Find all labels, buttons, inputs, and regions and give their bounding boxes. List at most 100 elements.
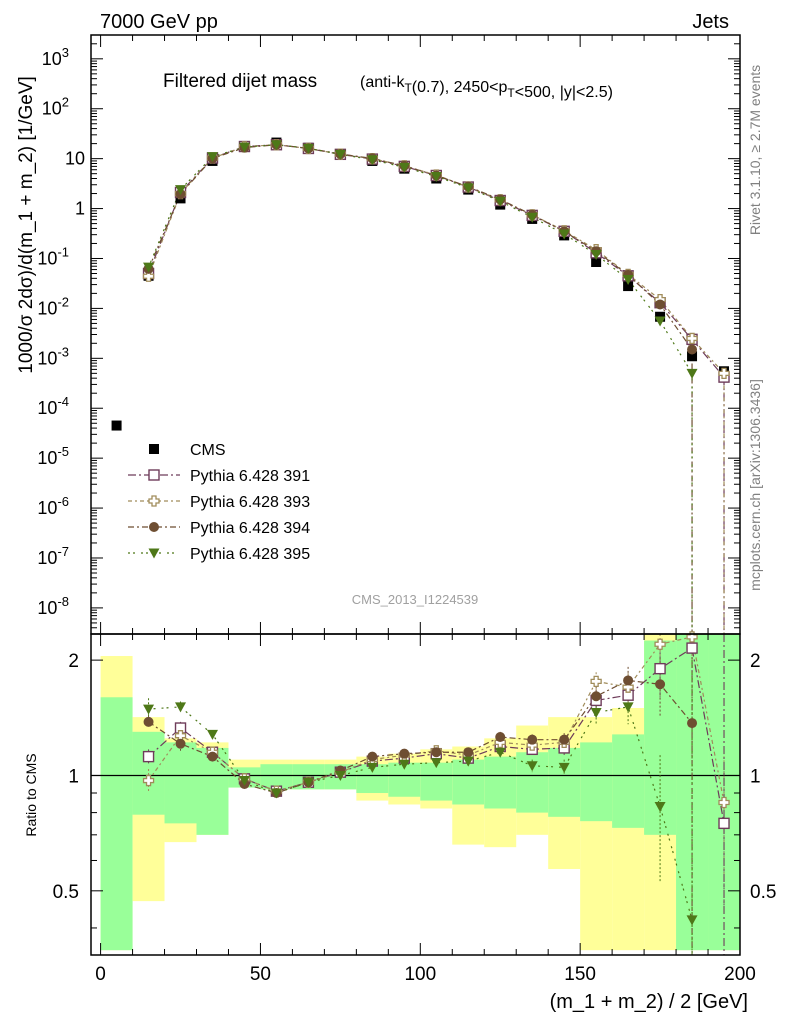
green-band-bin [260, 764, 293, 790]
x-tick-label: 100 [404, 964, 436, 985]
y-axis-label: 1000/σ 2dσ)/d(m_1 + m_2) [1/GeV] [16, 76, 37, 374]
y-tick-base: 10 [37, 598, 57, 618]
y-tick-base: 10 [37, 298, 57, 318]
ratio-data-point [590, 707, 602, 718]
data-point [462, 183, 474, 194]
mcplots-label: mcplots.cern.ch [arXiv:1306.3436] [747, 379, 763, 591]
ratio-y-tick-label-right: 1 [750, 766, 761, 787]
green-band-bin [164, 742, 197, 824]
data-point [494, 196, 506, 207]
ratio-data-point [654, 801, 666, 812]
x-axis-label: (m_1 + m_2) / 2 [GeV] [550, 991, 748, 1013]
header-left: 7000 GeV pp [100, 11, 218, 33]
analysis-id: CMS_2013_I1224539 [352, 592, 479, 607]
chart-title-main: Filtered dijet mass [163, 71, 317, 92]
ratio-data-point [143, 704, 155, 715]
legend-label: Pythia 6.428 394 [190, 520, 310, 537]
chart-title: Filtered dijet mass [163, 71, 317, 92]
y-tick-exponent: -6 [57, 494, 69, 509]
ratio-data-point [398, 759, 410, 770]
y-tick-label: 10-6 [37, 494, 69, 518]
ratio-y-tick-label-left: 0.5 [53, 882, 79, 903]
y-tick-label: 102 [42, 95, 69, 119]
ratio-data-point [142, 750, 155, 763]
ratio-y-tick-label-right: 0.5 [750, 882, 776, 903]
green-band-bin [548, 747, 581, 817]
ratio-data-point [686, 915, 698, 926]
ratio-uncertainty-bands [91, 634, 740, 951]
y-tick-exponent: -2 [57, 294, 69, 309]
data-point [686, 368, 698, 379]
data-point [366, 155, 378, 166]
ratio-data-point [494, 747, 506, 758]
ratio-y-tick-label-right: 2 [750, 651, 761, 672]
y-tick-label: 103 [42, 45, 69, 69]
ratio-data-point [654, 638, 666, 650]
data-point [655, 299, 666, 310]
axis-ticks: 10-810-710-610-510-410-310-210-111010210… [37, 34, 776, 985]
main-panel-series [111, 137, 730, 634]
ratio-data-point [527, 734, 538, 745]
y-tick-exponent: -8 [57, 594, 69, 609]
y-tick-base: 10 [37, 448, 57, 468]
ratio-data-point [591, 691, 602, 702]
green-band-bin [580, 742, 613, 822]
data-point [654, 316, 666, 327]
legend-marker [149, 444, 159, 454]
ratio-data-point [143, 716, 154, 727]
ratio-data-point [238, 776, 250, 787]
green-band-bin [452, 759, 485, 805]
ratio-data-point [334, 770, 346, 781]
ratio-data-point [399, 748, 410, 759]
data-point [686, 332, 698, 345]
legend-label: Pythia 6.428 395 [190, 546, 310, 563]
data-point [143, 262, 155, 273]
data-point [175, 185, 187, 196]
ratio-data-point [590, 675, 602, 688]
chart-title-detail: (anti-kT(0.7), 2450<pT<500, |y|<2.5) [360, 74, 613, 101]
ratio-data-point [270, 788, 282, 799]
series-line [147, 144, 693, 374]
y-tick-label: 10-5 [37, 444, 69, 468]
y-tick-label: 1 [75, 199, 85, 219]
data-point [238, 142, 250, 153]
ratio-data-point [526, 761, 538, 772]
legend-label: Pythia 6.428 393 [190, 494, 310, 511]
legend-marker [148, 548, 160, 559]
ratio-data-point [207, 751, 218, 762]
green-band-bin [612, 734, 645, 828]
y-tick-label: 10-3 [37, 344, 69, 368]
ratio-data-point [206, 729, 218, 740]
x-tick-label: 50 [250, 964, 271, 985]
ratio-data-point [430, 758, 442, 769]
y-tick-label: 10-4 [37, 394, 69, 418]
ratio-panel-frame [90, 633, 741, 956]
y-tick-label: 10 [65, 149, 85, 169]
title-subscript: T [404, 81, 412, 95]
data-point [687, 351, 698, 362]
ratio-data-point [623, 675, 634, 686]
ratio-data-point [462, 756, 474, 767]
series-line [147, 144, 693, 350]
y-tick-exponent: -1 [57, 244, 69, 259]
data-point [111, 420, 122, 431]
header-right: Jets [692, 11, 729, 33]
ratio-data-point [142, 774, 155, 787]
ratio-y-tick-label-left: 1 [68, 766, 79, 787]
green-band-bin [420, 762, 453, 801]
y-tick-label: 10-7 [37, 544, 69, 568]
ratio-data-point [718, 817, 730, 830]
ratio-series-line [148, 706, 693, 920]
ratio-data-point [655, 679, 666, 690]
y-tick-base: 10 [37, 248, 57, 268]
x-tick-label: 200 [724, 964, 756, 985]
ratio-panel-series [142, 631, 730, 955]
y-tick-exponent: -5 [57, 444, 69, 459]
legend: CMS Pythia 6.428 391 Pythia 6.428 393 Pythi… [128, 442, 310, 563]
data-point [622, 274, 634, 285]
ratio-data-point [622, 681, 634, 693]
legend-marker [148, 495, 160, 507]
y-tick-base: 10 [37, 548, 57, 568]
y-tick-label: 10-1 [37, 244, 69, 268]
data-point [591, 257, 602, 268]
